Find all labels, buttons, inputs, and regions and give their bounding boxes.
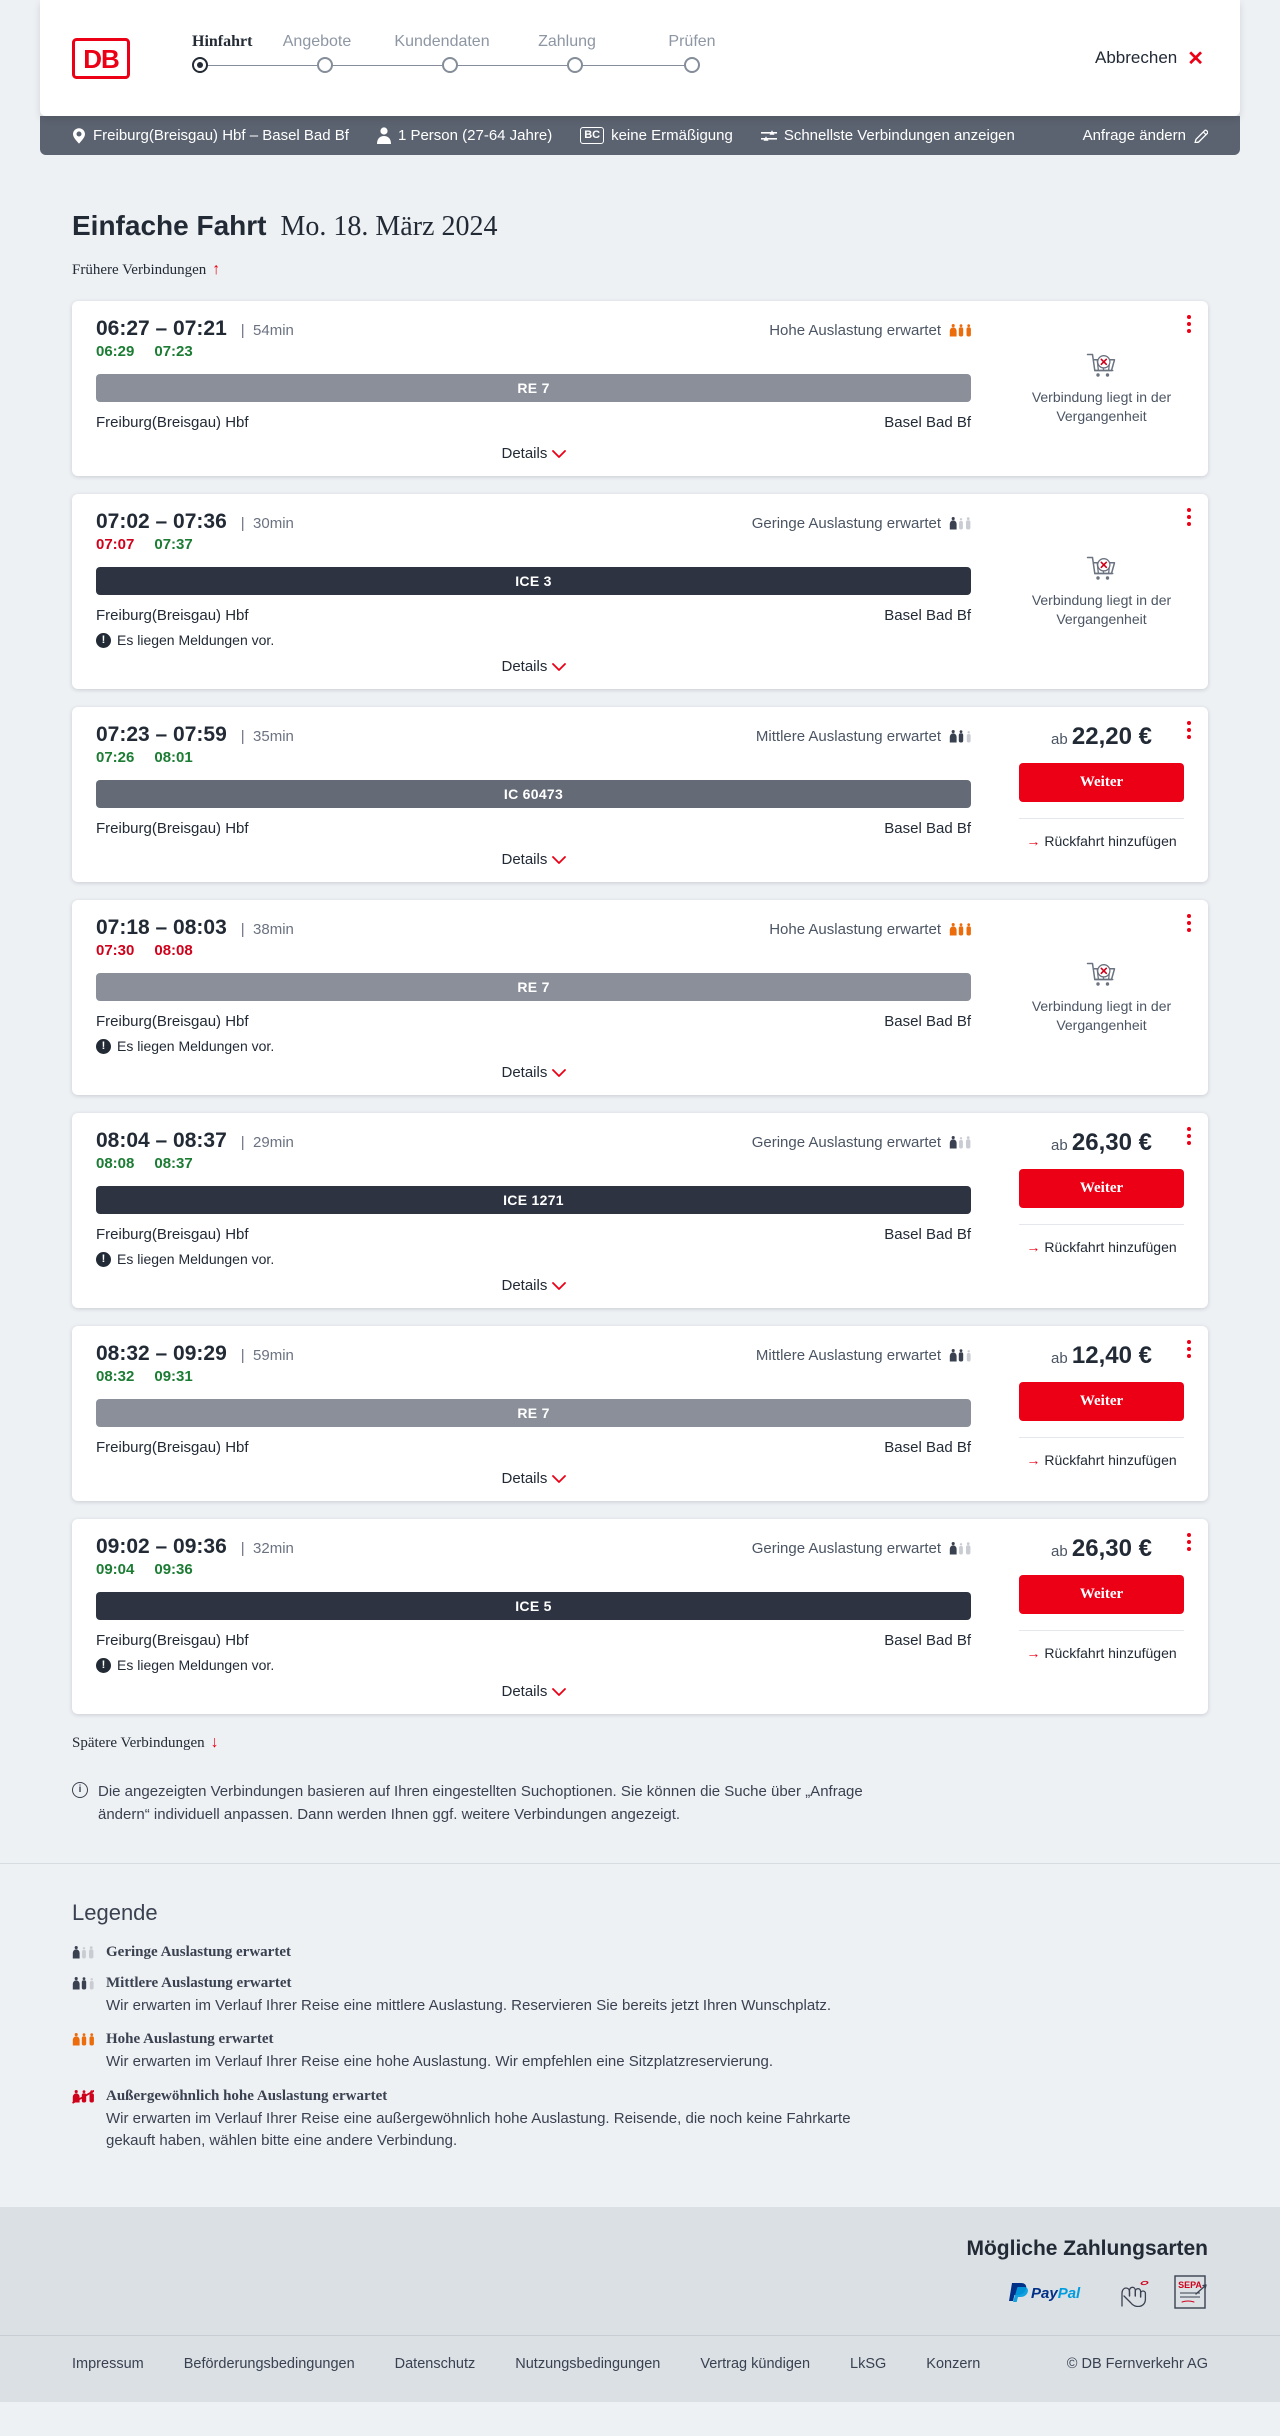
svg-text:DB: DB — [83, 44, 119, 74]
